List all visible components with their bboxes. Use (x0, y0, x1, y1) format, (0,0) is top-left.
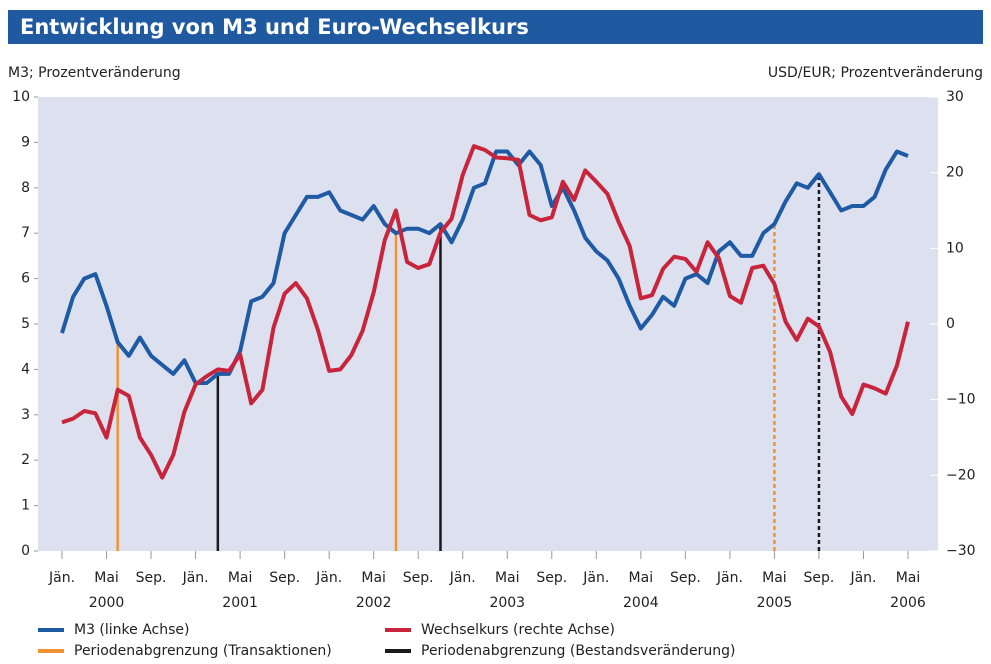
y-axis-label: M3; Prozentveränderung (8, 65, 181, 81)
x-tick-label: Jän. (849, 570, 876, 586)
series-line (61, 144, 910, 480)
y-tick-label: 6 (21, 271, 30, 287)
x-tick-label: Sep. (136, 570, 167, 586)
y-tick-label: 8 (21, 180, 30, 196)
x-tick-label: Mai (896, 570, 921, 586)
x-tick-label: Sep. (536, 570, 567, 586)
y-tick-label: 3 (21, 407, 30, 423)
x-tick-label: Sep. (804, 570, 835, 586)
y2-tick-label: −30 (946, 543, 976, 559)
y2-axis-label: USD/EUR; Prozentveränderung (768, 65, 983, 81)
x-year-label: 2003 (489, 595, 525, 611)
y-tick-label: 7 (21, 225, 30, 241)
y2-tick-label: 20 (946, 165, 964, 181)
x-year-label: 2001 (222, 595, 258, 611)
y-tick-label: 4 (21, 361, 30, 377)
x-year-label: 2005 (757, 595, 793, 611)
x-tick-label: Jän. (182, 570, 209, 586)
title-bar (8, 10, 983, 44)
x-year-label: 2002 (356, 595, 392, 611)
legend-label: Periodenabgrenzung (Transaktionen) (74, 643, 332, 659)
x-tick-label: Sep. (670, 570, 701, 586)
x-tick-label: Mai (495, 570, 520, 586)
x-tick-label: Sep. (269, 570, 300, 586)
series-line (60, 149, 909, 385)
y-tick-label: 0 (21, 543, 30, 559)
x-tick-label: Mai (228, 570, 253, 586)
y-tick-label: 9 (21, 134, 30, 150)
y2-tick-label: 30 (946, 89, 964, 105)
legend-label: Wechselkurs (rechte Achse) (421, 622, 615, 638)
chart-title: Entwicklung von M3 und Euro-Wechselkurs (20, 15, 529, 39)
y2-tick-label: −10 (946, 392, 976, 408)
x-year-label: 2004 (623, 595, 659, 611)
x-tick-label: Mai (361, 570, 386, 586)
y2-tick-label: −20 (946, 467, 976, 483)
x-tick-label: Sep. (403, 570, 434, 586)
x-tick-label: Jän. (582, 570, 609, 586)
x-year-label: 2006 (890, 595, 926, 611)
x-tick-label: Mai (94, 570, 119, 586)
y-tick-label: 5 (21, 316, 30, 332)
y2-tick-label: 0 (946, 316, 955, 332)
x-tick-label: Jän. (315, 570, 342, 586)
x-tick-label: Mai (629, 570, 654, 586)
y-tick-label: 2 (21, 452, 30, 468)
x-tick-label: Jän. (48, 570, 75, 586)
legend-label: Periodenabgrenzung (Bestandsveränderung) (421, 643, 735, 659)
y2-tick-label: 10 (946, 240, 964, 256)
y-tick-label: 10 (12, 89, 30, 105)
x-year-label: 2000 (89, 595, 125, 611)
x-tick-label: Mai (762, 570, 787, 586)
x-tick-label: Jän. (716, 570, 743, 586)
y-tick-label: 1 (21, 498, 30, 514)
x-tick-label: Jän. (449, 570, 476, 586)
legend-label: M3 (linke Achse) (74, 622, 190, 638)
